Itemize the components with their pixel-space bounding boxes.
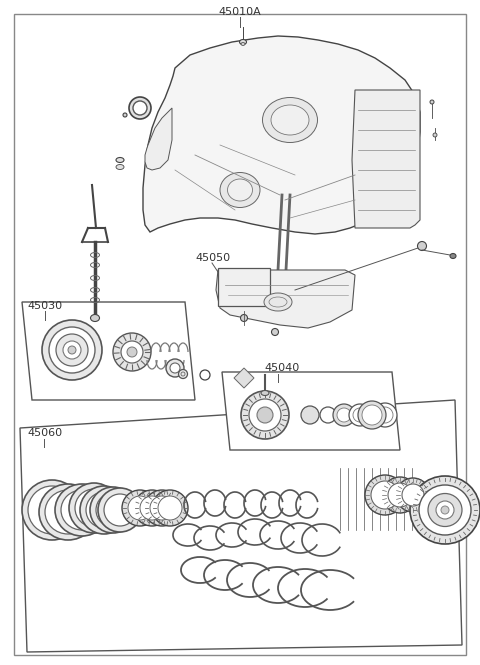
Ellipse shape (116, 164, 124, 170)
Ellipse shape (261, 390, 269, 396)
Ellipse shape (241, 43, 245, 45)
Ellipse shape (152, 490, 188, 526)
Ellipse shape (150, 496, 174, 520)
Ellipse shape (144, 490, 180, 526)
Ellipse shape (382, 477, 418, 513)
Text: 45040: 45040 (264, 363, 299, 373)
Ellipse shape (271, 105, 309, 135)
Polygon shape (234, 368, 254, 388)
Ellipse shape (55, 484, 109, 536)
Ellipse shape (166, 359, 184, 377)
Polygon shape (143, 36, 420, 234)
Ellipse shape (61, 490, 103, 530)
Ellipse shape (430, 100, 434, 104)
Ellipse shape (418, 241, 427, 251)
Ellipse shape (428, 493, 462, 527)
Ellipse shape (240, 315, 248, 321)
Polygon shape (22, 302, 195, 400)
FancyBboxPatch shape (14, 14, 466, 655)
Ellipse shape (140, 496, 164, 520)
Text: 45010A: 45010A (218, 7, 262, 17)
Ellipse shape (75, 489, 113, 527)
Ellipse shape (104, 494, 136, 526)
Ellipse shape (373, 403, 397, 427)
Ellipse shape (388, 483, 412, 507)
Ellipse shape (69, 483, 119, 533)
Ellipse shape (49, 327, 95, 373)
Ellipse shape (369, 409, 381, 421)
Ellipse shape (353, 408, 367, 422)
Ellipse shape (228, 179, 252, 201)
Text: 45050: 45050 (195, 253, 230, 263)
Ellipse shape (80, 486, 128, 534)
Text: 45030: 45030 (27, 301, 62, 311)
Ellipse shape (116, 158, 124, 162)
Ellipse shape (86, 492, 122, 528)
Polygon shape (216, 270, 355, 328)
Ellipse shape (337, 408, 351, 422)
Ellipse shape (179, 370, 188, 378)
Ellipse shape (96, 493, 130, 527)
Ellipse shape (129, 97, 151, 119)
Ellipse shape (68, 346, 76, 354)
Polygon shape (222, 372, 400, 450)
Ellipse shape (121, 341, 143, 363)
Ellipse shape (362, 405, 382, 425)
Ellipse shape (272, 329, 278, 336)
Ellipse shape (371, 481, 399, 509)
Ellipse shape (249, 399, 281, 431)
Ellipse shape (433, 133, 437, 137)
Ellipse shape (158, 496, 182, 520)
Ellipse shape (220, 172, 260, 207)
Ellipse shape (358, 401, 386, 429)
Ellipse shape (263, 98, 317, 142)
Ellipse shape (91, 315, 99, 321)
Ellipse shape (56, 334, 88, 366)
Ellipse shape (134, 490, 170, 526)
Ellipse shape (333, 404, 355, 426)
Ellipse shape (257, 407, 273, 423)
Ellipse shape (450, 253, 456, 259)
Ellipse shape (301, 406, 319, 424)
Ellipse shape (240, 39, 247, 45)
Polygon shape (352, 90, 420, 228)
Bar (218, 268, 270, 306)
Text: 45060: 45060 (27, 428, 62, 438)
Ellipse shape (410, 476, 480, 544)
Ellipse shape (436, 501, 454, 519)
Ellipse shape (63, 341, 81, 359)
Ellipse shape (396, 478, 430, 512)
Polygon shape (145, 108, 172, 170)
Ellipse shape (133, 101, 147, 115)
Ellipse shape (127, 347, 137, 357)
Ellipse shape (419, 485, 471, 535)
Polygon shape (20, 400, 462, 652)
Ellipse shape (365, 405, 385, 425)
Ellipse shape (441, 506, 449, 514)
Ellipse shape (98, 488, 142, 532)
Ellipse shape (42, 320, 102, 380)
Ellipse shape (22, 480, 82, 540)
Ellipse shape (241, 391, 289, 439)
Ellipse shape (90, 487, 136, 533)
Ellipse shape (39, 484, 97, 540)
Ellipse shape (402, 484, 424, 506)
Ellipse shape (377, 407, 393, 423)
Ellipse shape (170, 363, 180, 373)
Ellipse shape (113, 333, 151, 371)
Ellipse shape (128, 496, 152, 520)
Ellipse shape (365, 475, 405, 515)
Ellipse shape (122, 490, 158, 526)
Ellipse shape (123, 113, 127, 117)
Ellipse shape (264, 293, 292, 311)
Ellipse shape (28, 486, 76, 534)
Ellipse shape (45, 490, 91, 534)
Ellipse shape (349, 404, 371, 426)
Ellipse shape (320, 407, 336, 423)
